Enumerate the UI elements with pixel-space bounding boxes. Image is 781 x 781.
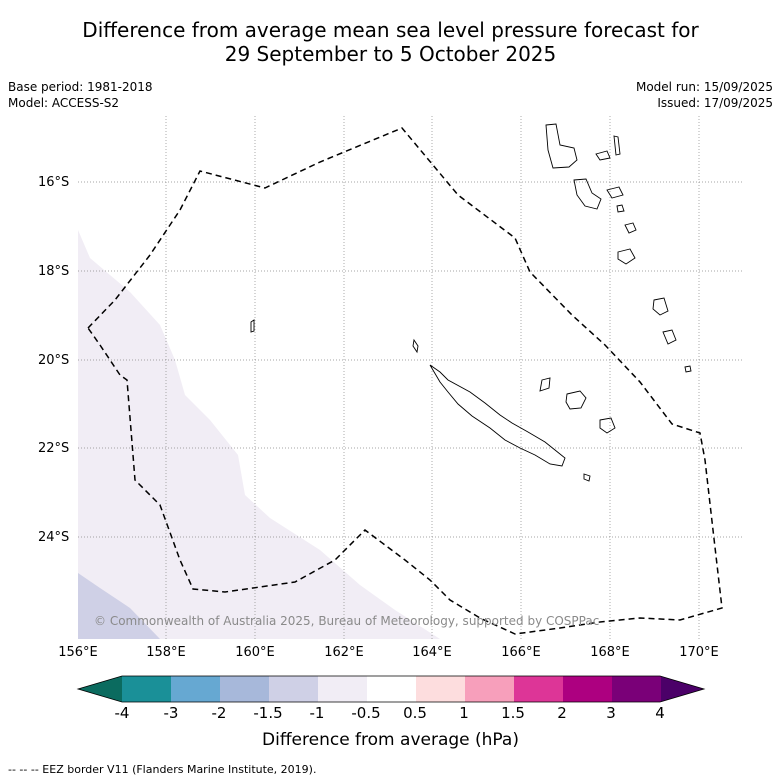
colorbar-segment — [122, 676, 171, 702]
colorbar-tick-label: 1 — [459, 704, 469, 722]
colorbar-title: Difference from average (hPa) — [262, 730, 519, 750]
lat-label-24s: 24°S — [38, 530, 70, 545]
colorbar-segment — [318, 676, 367, 702]
colorbar-segment — [269, 676, 318, 702]
meta-left: Base period: 1981-2018 Model: ACCESS-S2 — [8, 79, 153, 111]
coastlines — [250, 123, 692, 482]
new-caledonia-coast — [429, 364, 566, 467]
erromango — [617, 248, 636, 265]
colorbar-outline — [76, 675, 706, 703]
chesterfield-reef — [250, 319, 255, 333]
colorbar-tick-label: -2 — [211, 704, 227, 722]
lon-label-170e: 170°E — [679, 645, 719, 660]
colorbar-high-extend — [660, 676, 704, 702]
lon-label-164e: 164°E — [412, 645, 452, 660]
lon-label-160e: 160°E — [235, 645, 275, 660]
ambrym — [606, 186, 624, 199]
colorbar-segment — [367, 676, 416, 702]
colorbar-tick-label: -1.5 — [253, 704, 283, 722]
pentecost — [613, 135, 621, 156]
tanna — [652, 297, 669, 316]
anomaly-area-minus-1 — [78, 573, 160, 639]
copyright-notice: © Commonwealth of Australia 2025, Bureau… — [94, 614, 600, 628]
eez-legend-note: -- -- -- EEZ border V11 (Flanders Marine… — [8, 763, 317, 776]
isle-of-pines — [583, 473, 591, 482]
lat-label-18s: 18°S — [38, 264, 70, 279]
loyalty-island-lifou — [565, 390, 587, 410]
lon-label-166e: 166°E — [501, 645, 541, 660]
colorbar-tick-label: -4 — [114, 704, 130, 722]
ambae — [595, 150, 611, 161]
colorbar-tick-label: 0.5 — [403, 704, 427, 722]
colorbar-segment — [171, 676, 220, 702]
lon-label-162e: 162°E — [324, 645, 364, 660]
lon-label-158e: 158°E — [146, 645, 186, 660]
lon-label-168e: 168°E — [590, 645, 630, 660]
colorbar-tick-label: 3 — [606, 704, 616, 722]
colorbar-segment — [612, 676, 661, 702]
colorbar-low-extend — [78, 676, 122, 702]
small-islet-east — [684, 365, 692, 373]
colorbar-segment — [465, 676, 514, 702]
colorbar — [76, 675, 706, 703]
colorbar-tick-label: 1.5 — [501, 704, 525, 722]
belep-islands — [412, 338, 419, 354]
eez-border — [87, 127, 723, 635]
loyalty-island-mare — [599, 417, 616, 434]
base-period: Base period: 1981-2018 — [8, 80, 153, 94]
colorbar-tick-label: -0.5 — [351, 704, 381, 722]
map-area — [78, 116, 743, 639]
colorbar-tick-label: -1 — [309, 704, 325, 722]
model-run: Model run: 15/09/2025 — [635, 80, 773, 94]
colorbar-segment — [563, 676, 612, 702]
model-name: Model: ACCESS-S2 — [8, 96, 120, 110]
espiritu-santo — [545, 123, 578, 169]
epi — [616, 204, 625, 213]
malekula — [573, 178, 602, 210]
lat-label-22s: 22°S — [38, 441, 70, 456]
colorbar-segment — [416, 676, 465, 702]
title-line-1: Difference from average mean sea level p… — [82, 18, 699, 42]
title-line-2: 29 September to 5 October 2025 — [224, 42, 557, 66]
lat-label-16s: 16°S — [38, 175, 70, 190]
colorbar-segment — [514, 676, 563, 702]
colorbar-tick-label: 2 — [557, 704, 567, 722]
lat-label-20s: 20°S — [38, 353, 70, 368]
colorbar-tick-label: 4 — [655, 704, 665, 722]
meta-right: Model run: 15/09/2025 Issued: 17/09/2025 — [636, 79, 773, 111]
aneityum — [662, 329, 677, 345]
colorbar-tick-label: -3 — [163, 704, 179, 722]
map-title: Difference from average mean sea level p… — [0, 18, 781, 66]
lon-label-156e: 156°E — [58, 645, 98, 660]
colorbar-segment — [220, 676, 269, 702]
loyalty-island-ouvea — [539, 377, 551, 392]
issued-date: Issued: 17/09/2025 — [657, 96, 773, 110]
efate — [624, 222, 637, 234]
